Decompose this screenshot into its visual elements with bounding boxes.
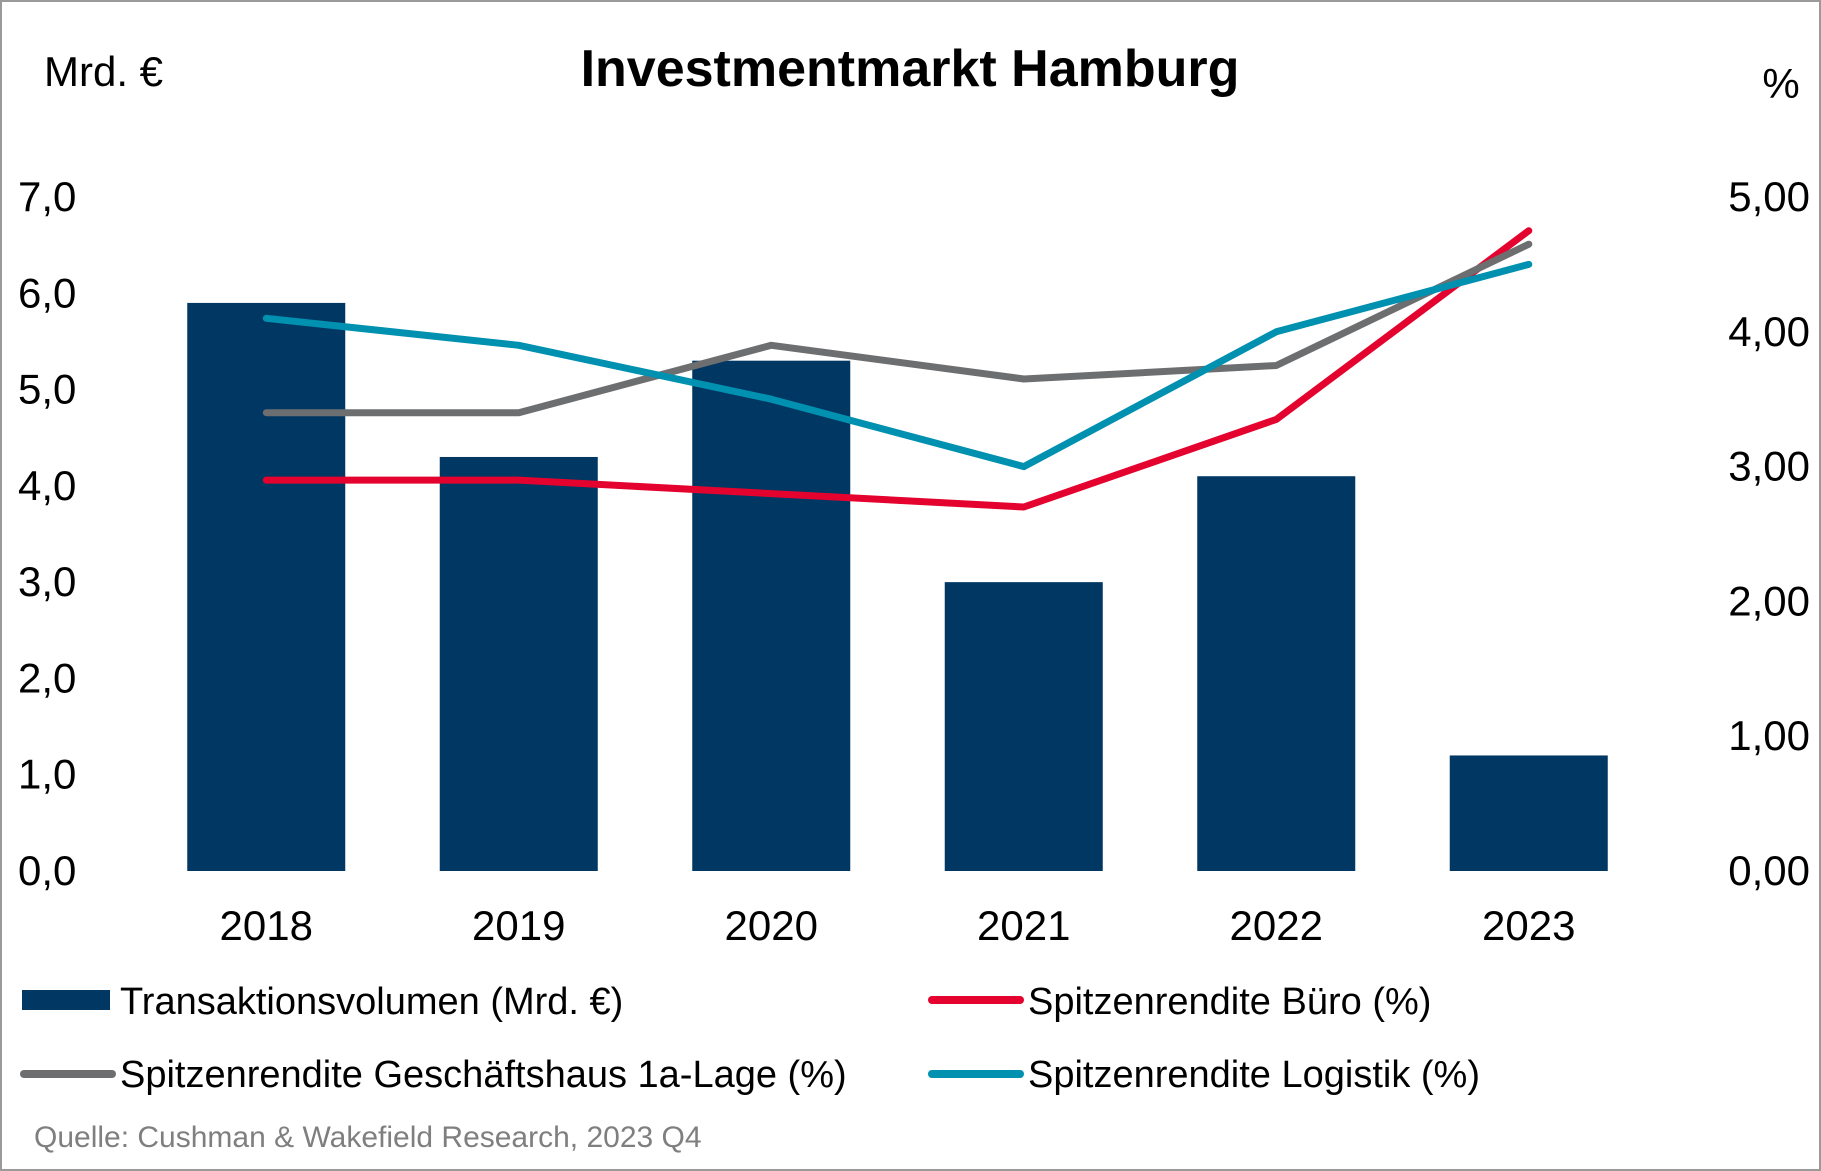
line-spitzenrendite-geschaeftshaus [262, 240, 1533, 417]
chart-title: Investmentmarkt Hamburg [581, 40, 1240, 98]
y-left-tick-labels: 0,0 1,0 2,0 3,0 4,0 5,0 6,0 7,0 [18, 173, 76, 894]
x-tick-label: 2019 [472, 902, 565, 949]
y-right-tick-label: 1,00 [1728, 712, 1810, 759]
y-left-tick-label: 0,0 [18, 847, 76, 894]
legend-swatch-transaktionsvolumen [22, 990, 110, 1010]
bar-2018 [187, 302, 346, 871]
y-right-tick-label: 0,00 [1728, 847, 1810, 894]
bar-2022 [1197, 476, 1356, 871]
legend-label-logistik: Spitzenrendite Logistik (%) [1028, 1054, 1480, 1096]
y-left-tick-label: 1,0 [18, 751, 76, 798]
y-right-tick-label: 4,00 [1728, 308, 1810, 355]
y-right-tick-label: 5,00 [1728, 173, 1810, 220]
y-right-tick-labels: 0,00 1,00 2,00 3,00 4,00 5,00 [1728, 173, 1810, 894]
x-tick-label: 2021 [977, 902, 1070, 949]
x-tick-label: 2020 [725, 902, 818, 949]
y-left-tick-label: 7,0 [18, 173, 76, 220]
y-left-axis-unit: Mrd. € [44, 48, 163, 95]
x-tick-labels: 2018 2019 2020 2021 2022 2023 [220, 902, 1576, 949]
bar-2023 [1449, 755, 1608, 871]
line-spitzenrendite-buero [262, 227, 1533, 511]
x-tick-label: 2022 [1230, 902, 1323, 949]
y-left-tick-label: 6,0 [18, 269, 76, 316]
line-spitzenrendite-logistik [262, 260, 1533, 471]
y-left-tick-label: 4,0 [18, 462, 76, 509]
x-tick-label: 2023 [1482, 902, 1575, 949]
legend-label-transaktionsvolumen: Transaktionsvolumen (Mrd. €) [120, 981, 623, 1023]
line-series [262, 227, 1533, 511]
legend-label-geschaeftshaus: Spitzenrendite Geschäftshaus 1a-Lage (%) [120, 1054, 847, 1096]
legend-label-buero: Spitzenrendite Büro (%) [1028, 981, 1431, 1023]
source-note: Quelle: Cushman & Wakefield Research, 20… [34, 1121, 702, 1154]
bar-2021 [944, 582, 1103, 871]
x-tick-label: 2018 [220, 902, 313, 949]
y-left-tick-label: 2,0 [18, 654, 76, 701]
y-right-tick-label: 2,00 [1728, 577, 1810, 624]
bar-2020 [692, 360, 851, 871]
y-left-tick-label: 3,0 [18, 558, 76, 605]
y-right-axis-unit: % [1762, 60, 1799, 107]
bar-2019 [439, 456, 598, 871]
bar-series [187, 302, 1608, 871]
y-right-tick-label: 3,00 [1728, 443, 1810, 490]
legend: Transaktionsvolumen (Mrd. €) Spitzenrend… [20, 981, 1480, 1096]
y-left-tick-label: 5,0 [18, 366, 76, 413]
